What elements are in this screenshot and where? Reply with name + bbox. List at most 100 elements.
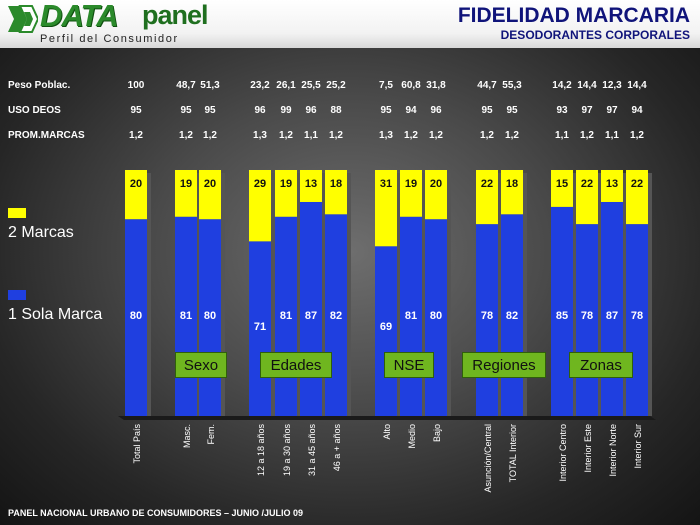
bar-side — [573, 173, 577, 416]
data-label-2-marcas: 13 — [606, 178, 618, 190]
bar-2-marcas — [249, 170, 271, 242]
header-bar: DATA panel Perfil del Consumidor FIDELID… — [0, 0, 700, 48]
info-value: 1,2 — [404, 130, 418, 141]
info-value: 94 — [405, 105, 417, 116]
category-label: Interior Este — [583, 424, 593, 473]
info-value: 95 — [481, 105, 493, 116]
data-label-2-marcas: 19 — [405, 178, 417, 190]
bar-side — [322, 173, 326, 416]
info-value: 1,2 — [429, 130, 443, 141]
bar-1-sola-marca — [601, 201, 623, 416]
group-label-sexo: Sexo — [175, 352, 227, 378]
category-label: Interior Centro — [558, 424, 568, 482]
info-value: 96 — [254, 105, 266, 116]
category-label: 19 a 30 años — [282, 424, 292, 477]
info-value: 94 — [631, 105, 643, 116]
category-label: Interior Sur — [633, 424, 643, 469]
info-value: 14,4 — [627, 80, 647, 91]
legend-swatch-2-marcas — [8, 208, 26, 218]
bar-2-marcas — [400, 170, 422, 217]
data-label-1-sola-marca: 81 — [180, 310, 192, 322]
bar-side — [271, 173, 275, 416]
logo-icon — [8, 5, 38, 33]
info-value: 96 — [305, 105, 317, 116]
bar-2-marcas — [125, 170, 147, 220]
info-value: 1,2 — [480, 130, 494, 141]
data-label-2-marcas: 18 — [506, 178, 518, 190]
info-value: 55,3 — [502, 80, 522, 91]
data-label-2-marcas: 20 — [204, 178, 216, 190]
info-value: 51,3 — [200, 80, 220, 91]
legend-label-1-sola-marca: 1 Sola Marca — [8, 306, 103, 323]
logo-text-panel: panel — [142, 0, 209, 30]
group-label-regiones: Regiones — [462, 352, 546, 378]
bar-side — [498, 173, 502, 416]
info-value: 96 — [430, 105, 442, 116]
info-value: 23,2 — [250, 80, 270, 91]
info-value: 25,5 — [301, 80, 321, 91]
info-value: 97 — [581, 105, 593, 116]
info-row-label: Peso Poblac. — [8, 80, 71, 91]
bar-side — [523, 173, 527, 416]
data-label-1-sola-marca: 71 — [254, 321, 266, 333]
legend-label-2-marcas: 2 Marcas — [8, 224, 74, 241]
data-label-1-sola-marca: 82 — [330, 310, 342, 322]
data-label-2-marcas: 20 — [130, 178, 142, 190]
data-label-1-sola-marca: 78 — [481, 310, 493, 322]
data-label-2-marcas: 22 — [481, 178, 493, 190]
category-label: Fem. — [206, 424, 216, 445]
category-label: 31 a 45 años — [307, 424, 317, 477]
bar-2-marcas — [300, 170, 322, 202]
data-label-2-marcas: 31 — [380, 178, 392, 190]
info-value: 12,3 — [602, 80, 622, 91]
category-label: 12 a 18 años — [256, 424, 266, 477]
info-row: USO DEOS 95 95 95 96 99 96 88 95 94 96 95 95 93 97 97 94 — [0, 105, 700, 119]
data-label-1-sola-marca: 78 — [631, 310, 643, 322]
bar-2-marcas — [275, 170, 297, 217]
data-label-1-sola-marca: 69 — [380, 321, 392, 333]
category-label: Asunción/Central — [483, 424, 493, 493]
bar-side — [347, 173, 351, 416]
data-label-1-sola-marca: 81 — [405, 310, 417, 322]
bar-1-sola-marca — [125, 219, 147, 416]
bar-side — [623, 173, 627, 416]
info-value: 99 — [280, 105, 292, 116]
bar-2-marcas — [601, 170, 623, 202]
data-label-2-marcas: 13 — [305, 178, 317, 190]
chart-floor — [118, 416, 656, 420]
info-value: 31,8 — [426, 80, 446, 91]
info-value: 1,2 — [630, 130, 644, 141]
info-row: PROM.MARCAS 1,2 1,2 1,2 1,3 1,2 1,1 1,2 1,3 1,2 1,… — [0, 130, 700, 144]
bar-side — [147, 173, 151, 416]
bar-2-marcas — [375, 170, 397, 247]
bar-2-marcas — [626, 170, 648, 225]
info-value: 14,2 — [552, 80, 572, 91]
category-label: 46 a + años — [332, 424, 342, 472]
logo-text: DATA — [40, 0, 118, 33]
group-label-nse: NSE — [384, 352, 434, 378]
bar-1-sola-marca — [300, 201, 322, 416]
info-value: 1,1 — [555, 130, 569, 141]
bar-2-marcas — [199, 170, 221, 220]
info-value: 93 — [556, 105, 568, 116]
data-label-2-marcas: 19 — [280, 178, 292, 190]
info-row-label: PROM.MARCAS — [8, 130, 85, 141]
page-subtitle: DESODORANTES CORPORALES — [500, 28, 690, 42]
logo-tagline: Perfil del Consumidor — [40, 33, 179, 45]
bar-2-marcas — [425, 170, 447, 220]
bar-side — [598, 173, 602, 416]
info-value: 95 — [130, 105, 142, 116]
category-label: TOTAL Interior — [508, 424, 518, 482]
category-label: Bajo — [432, 424, 442, 442]
info-row: Peso Poblac. 100 48,7 51,3 23,2 26,1 25,5 25,2 7… — [0, 80, 700, 94]
bar-2-marcas — [175, 170, 197, 217]
bar-1-sola-marca — [551, 206, 573, 416]
info-value: 1,1 — [304, 130, 318, 141]
data-label-1-sola-marca: 78 — [581, 310, 593, 322]
data-label-1-sola-marca: 80 — [430, 310, 442, 322]
bar-2-marcas — [476, 170, 498, 225]
info-value: 95 — [204, 105, 216, 116]
info-value: 1,2 — [203, 130, 217, 141]
data-label-1-sola-marca: 87 — [305, 310, 317, 322]
